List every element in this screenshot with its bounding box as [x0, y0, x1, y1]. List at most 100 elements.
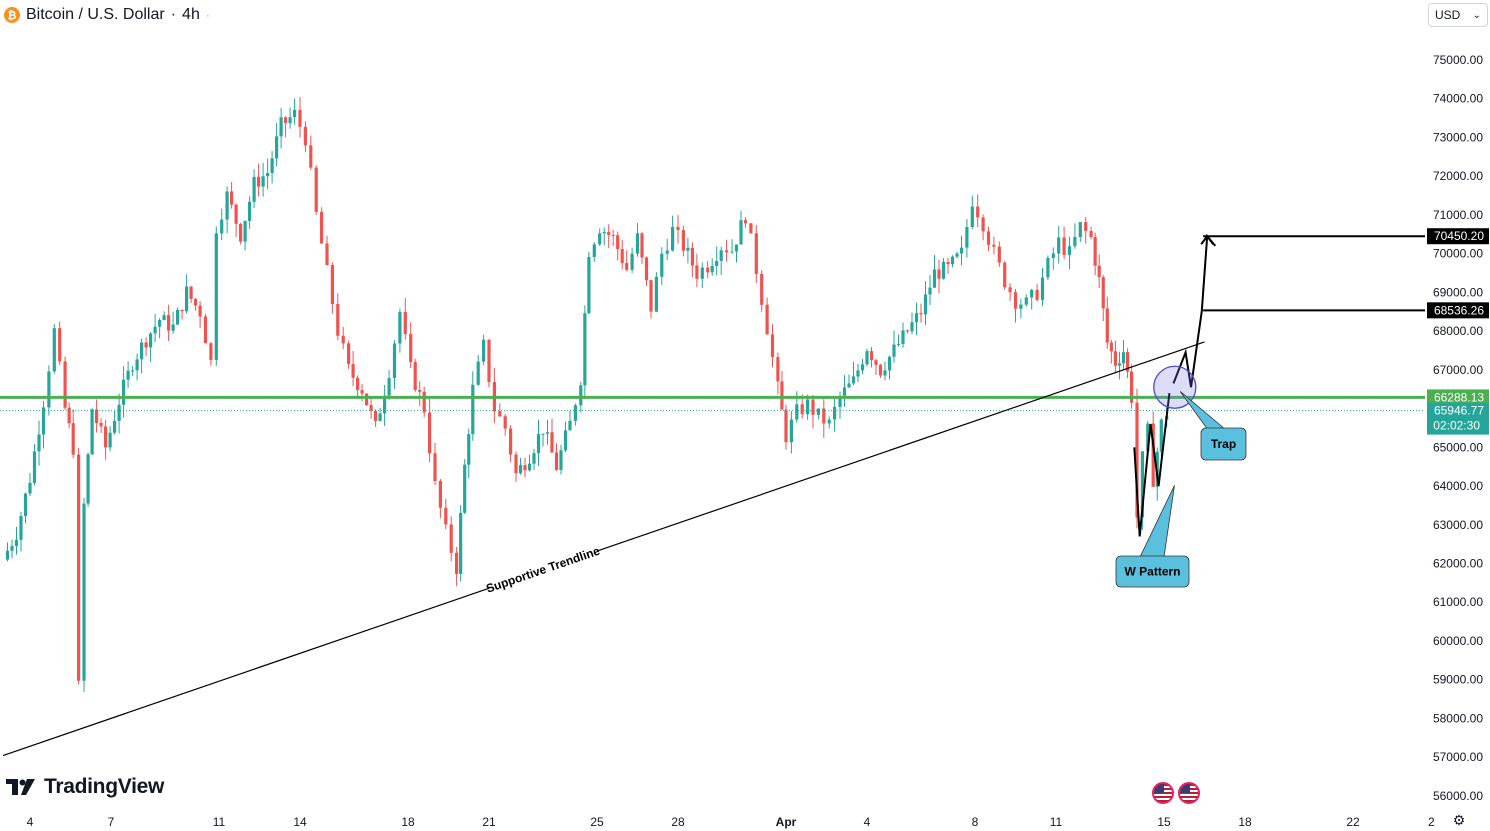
candle-body — [896, 343, 901, 345]
candle-body — [117, 404, 121, 421]
candle-body — [41, 407, 46, 435]
candle-body — [730, 251, 734, 253]
projection-path — [1172, 233, 1217, 388]
candle-body — [32, 451, 37, 483]
candle-body — [811, 399, 815, 415]
candle-body — [1151, 423, 1155, 487]
economic-events[interactable] — [1152, 782, 1200, 804]
candle-body — [248, 201, 252, 221]
current-price-tag: 65946.77 — [1434, 404, 1484, 418]
candle-body — [126, 370, 130, 380]
candle-body — [214, 233, 218, 360]
candle-body — [536, 433, 541, 454]
candle-body — [976, 206, 980, 218]
candle-body — [616, 235, 620, 250]
candle-body — [82, 503, 86, 681]
candle-body — [428, 412, 432, 454]
candle-body — [1024, 297, 1028, 305]
candle-body — [356, 377, 360, 390]
x-tick-label: 18 — [1238, 815, 1252, 829]
candle-body — [482, 339, 486, 362]
symbol-title[interactable]: Bitcoin / U.S. Dollar — [26, 6, 165, 23]
x-tick-label: 11 — [213, 815, 226, 829]
candle-body — [919, 313, 923, 315]
us-flag-icon[interactable] — [1152, 782, 1174, 804]
symbol-header[interactable]: ₿ Bitcoin / U.S. Dollar · 4h · — [4, 5, 210, 25]
candle-body — [827, 419, 831, 424]
us-flag-icon[interactable] — [1178, 782, 1200, 804]
candle-body — [695, 265, 699, 279]
gear-icon[interactable]: ⚙ — [1452, 812, 1466, 828]
candle-body — [816, 408, 820, 415]
candle-body — [865, 351, 869, 365]
candle-body — [690, 247, 694, 266]
y-tick-label: 64000.00 — [1433, 479, 1483, 493]
candle-body — [365, 393, 369, 406]
arrow-head — [1200, 234, 1214, 245]
currency-select[interactable]: USD ⌄ — [1428, 3, 1488, 27]
candle-body — [225, 191, 229, 220]
candle-body — [607, 231, 611, 235]
candle-body — [928, 287, 932, 295]
candle-body — [476, 361, 480, 385]
tradingview-logo[interactable]: TradingView — [6, 775, 164, 799]
candle-body — [86, 454, 90, 504]
candle-body — [1140, 451, 1144, 518]
candle-body — [992, 244, 996, 247]
x-tick-label: 4 — [27, 815, 34, 829]
candle-body — [760, 273, 764, 305]
support-price-tag-bg — [1427, 389, 1489, 406]
candle-body — [654, 276, 658, 312]
candle-body — [671, 226, 675, 251]
candle-body — [532, 453, 536, 464]
candle-body — [10, 546, 14, 551]
candle-body — [611, 234, 615, 236]
candle-body — [1084, 222, 1088, 231]
candle-body — [1135, 402, 1139, 518]
candle-body — [725, 250, 729, 253]
candle-body — [266, 173, 270, 177]
candle-body — [418, 389, 422, 392]
y-tick-label: 62000.00 — [1433, 556, 1483, 570]
y-tick-label: 63000.00 — [1433, 518, 1483, 532]
candle-body — [374, 410, 378, 421]
candle-body — [176, 309, 180, 325]
candle-body — [230, 191, 234, 205]
candle-body — [686, 247, 690, 251]
candle-body — [822, 408, 826, 424]
candle-body — [1073, 237, 1077, 247]
candle-body — [1101, 277, 1105, 309]
candle-body — [874, 360, 878, 365]
candle-body — [620, 249, 624, 264]
candle-body — [398, 311, 402, 344]
candle-body — [838, 395, 842, 407]
interval-label[interactable]: 4h — [182, 6, 200, 23]
candle-body — [765, 304, 769, 335]
candle-body — [167, 315, 171, 331]
x-tick-label: 21 — [482, 815, 496, 829]
current-price-tag-countdown: 02:02:30 — [1433, 419, 1480, 433]
candle-body — [630, 253, 634, 270]
candle-body — [842, 387, 847, 396]
candle-body — [997, 246, 1001, 263]
candle-body — [351, 364, 355, 378]
trendline-label-bg — [486, 544, 599, 594]
x-tick-label: 14 — [293, 815, 307, 829]
candle-body — [1097, 265, 1101, 278]
candle-body — [598, 233, 602, 245]
supportive-trendline — [2, 341, 1205, 757]
candle-body — [1003, 262, 1007, 288]
candle-body — [1125, 352, 1130, 372]
y-tick-label: 60000.00 — [1433, 634, 1483, 648]
x-tick-label: Apr — [776, 815, 797, 829]
candle-body — [1146, 423, 1150, 452]
status-dot: · — [205, 8, 210, 22]
candle-body — [90, 409, 94, 455]
candle-body — [58, 328, 62, 362]
candle-body — [800, 404, 804, 415]
candle-body — [573, 405, 577, 421]
candle-body — [1046, 257, 1050, 278]
candle-body — [1008, 287, 1012, 293]
candle-body — [784, 409, 788, 443]
